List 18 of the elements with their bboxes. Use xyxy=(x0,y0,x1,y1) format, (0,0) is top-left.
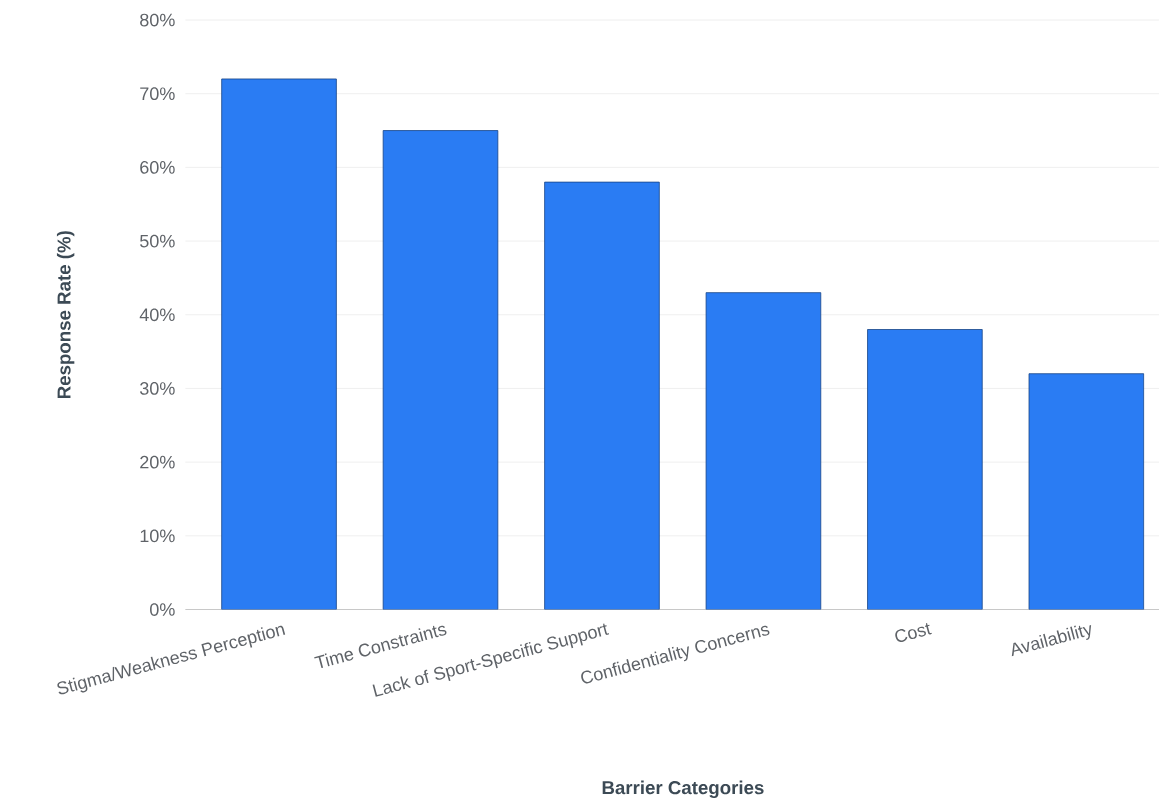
y-tick-label: 70% xyxy=(140,87,175,100)
bar xyxy=(1028,373,1145,610)
bar xyxy=(867,328,983,610)
y-tick-label: 50% xyxy=(140,234,175,248)
y-tick-label: 10% xyxy=(140,529,175,543)
y-tick-label: 20% xyxy=(140,455,175,469)
x-axis-title: Barrier Categories xyxy=(602,780,764,798)
y-tick-label: 80% xyxy=(140,13,175,27)
y-tick-label: 60% xyxy=(140,160,175,174)
y-tick-label: 30% xyxy=(140,381,175,395)
y-tick-label: 0% xyxy=(150,603,175,616)
y-tick-label: 40% xyxy=(139,308,175,322)
bar xyxy=(221,78,337,610)
bar xyxy=(382,130,499,610)
bar xyxy=(705,292,822,610)
y-axis-title: Response Rate (%) xyxy=(56,231,75,398)
bar xyxy=(544,181,660,610)
x-tick-label: Cost xyxy=(895,622,932,642)
